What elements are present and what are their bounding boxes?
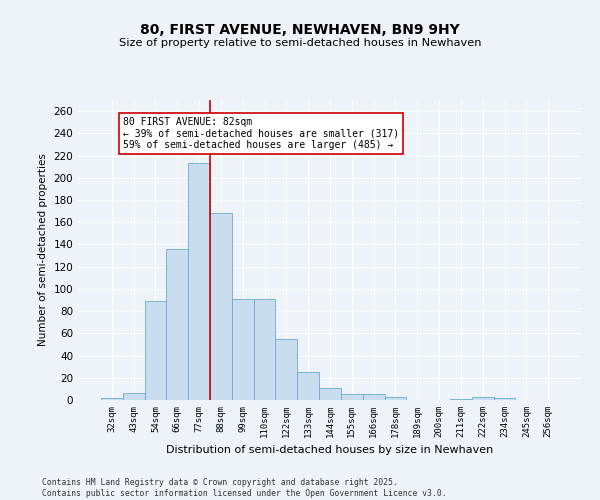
Bar xyxy=(385,396,406,400)
Bar xyxy=(450,399,472,400)
Bar xyxy=(101,398,123,400)
Bar xyxy=(319,388,341,400)
Text: Contains HM Land Registry data © Crown copyright and database right 2025.
Contai: Contains HM Land Registry data © Crown c… xyxy=(42,478,446,498)
Bar xyxy=(472,396,494,400)
Bar xyxy=(145,301,166,400)
Bar xyxy=(123,394,145,400)
X-axis label: Distribution of semi-detached houses by size in Newhaven: Distribution of semi-detached houses by … xyxy=(166,446,494,456)
Bar xyxy=(275,339,297,400)
Bar xyxy=(254,299,275,400)
Bar xyxy=(297,372,319,400)
Bar xyxy=(341,394,363,400)
Text: 80 FIRST AVENUE: 82sqm
← 39% of semi-detached houses are smaller (317)
59% of se: 80 FIRST AVENUE: 82sqm ← 39% of semi-det… xyxy=(123,116,399,150)
Bar xyxy=(494,398,515,400)
Text: 80, FIRST AVENUE, NEWHAVEN, BN9 9HY: 80, FIRST AVENUE, NEWHAVEN, BN9 9HY xyxy=(140,22,460,36)
Bar xyxy=(188,164,210,400)
Bar xyxy=(166,249,188,400)
Text: Size of property relative to semi-detached houses in Newhaven: Size of property relative to semi-detach… xyxy=(119,38,481,48)
Bar xyxy=(210,214,232,400)
Bar xyxy=(232,299,254,400)
Bar xyxy=(363,394,385,400)
Y-axis label: Number of semi-detached properties: Number of semi-detached properties xyxy=(38,154,48,346)
